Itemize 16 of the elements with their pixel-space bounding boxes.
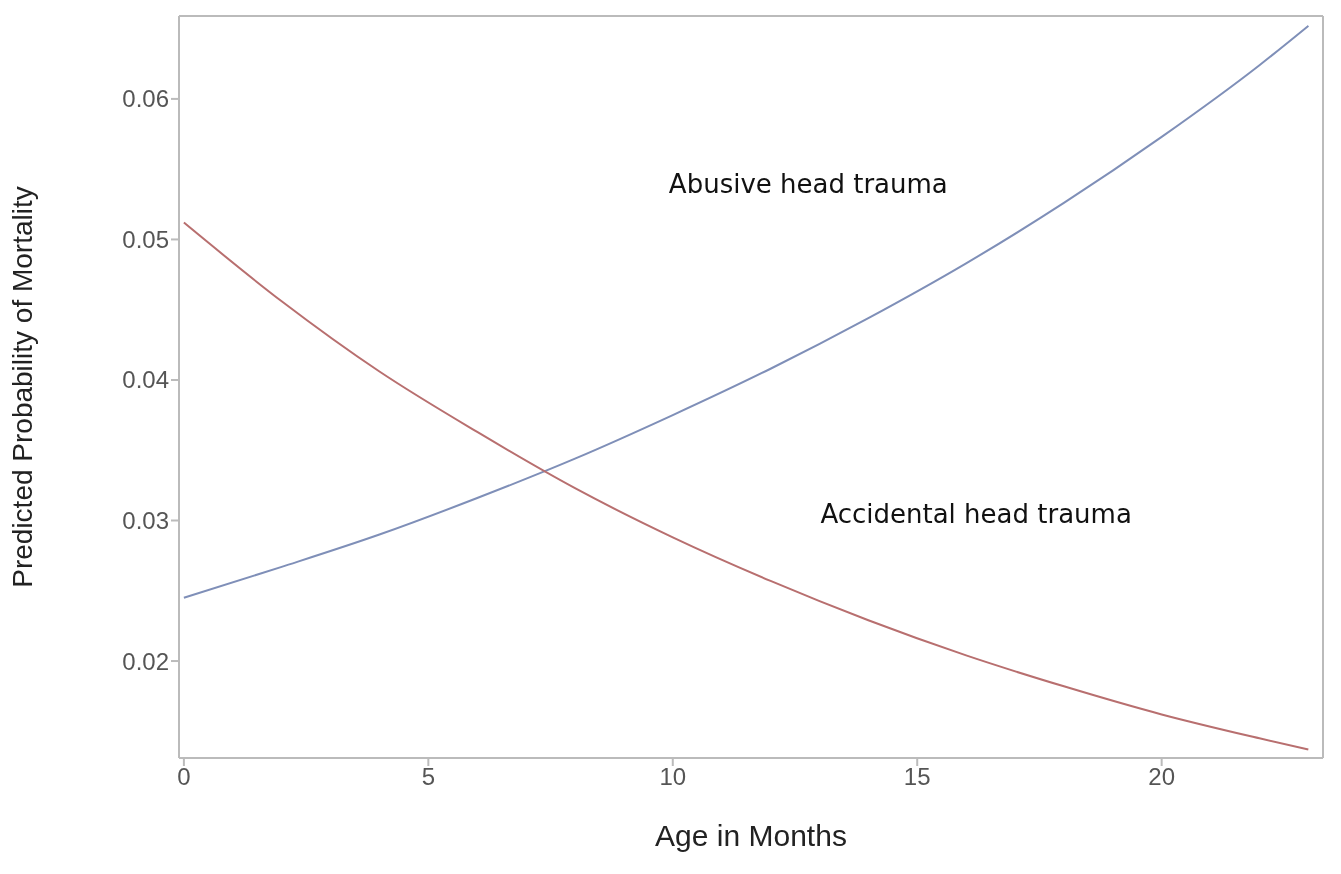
x-tick-label: 5 bbox=[421, 763, 436, 791]
x-tick-label: 15 bbox=[903, 763, 931, 791]
y-axis-title: Predicted Probability of Mortality bbox=[6, 186, 38, 588]
x-tick-label: 20 bbox=[1148, 763, 1176, 791]
y-tick-label: 0.02 bbox=[122, 647, 169, 675]
line-series bbox=[182, 221, 1310, 751]
y-tick-label: 0.03 bbox=[122, 507, 169, 535]
x-axis-title: Age in Months bbox=[655, 819, 847, 852]
x-tick-label: 0 bbox=[177, 763, 191, 791]
text: Abusive head trauma bbox=[668, 169, 948, 200]
y-tick-label: 0.04 bbox=[122, 366, 169, 394]
y-tick-label: 0.05 bbox=[122, 225, 169, 253]
x-tick-label: 10 bbox=[659, 763, 687, 791]
text: Accidental head trauma bbox=[820, 499, 1132, 530]
line-series bbox=[182, 24, 1310, 599]
y-tick-label: 0.06 bbox=[122, 85, 169, 113]
